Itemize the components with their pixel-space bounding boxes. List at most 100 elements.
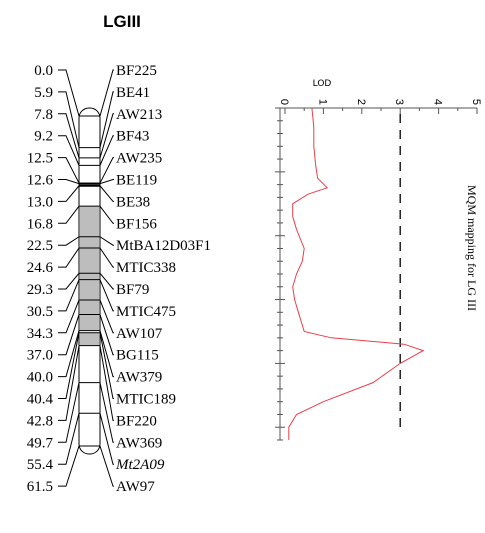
right-connector — [99, 179, 114, 185]
chromosome-segment — [80, 332, 99, 346]
marker-name: BE41 — [116, 85, 150, 101]
marker-name: MtBA12D03F1 — [116, 238, 211, 254]
marker-name: Mt2A09 — [115, 457, 165, 473]
right-connector — [99, 272, 114, 290]
marker-name: AW379 — [116, 370, 162, 386]
marker-name: BF79 — [116, 282, 149, 298]
right-connector — [99, 332, 114, 399]
lod-tick-label: 4 — [432, 99, 444, 105]
left-connector — [58, 179, 80, 185]
right-connector — [99, 413, 114, 465]
marker-name: AW369 — [116, 435, 162, 451]
marker-position: 16.8 — [27, 216, 53, 232]
marker-position: 13.0 — [27, 194, 53, 210]
left-connector — [58, 314, 80, 356]
right-connector — [99, 247, 114, 268]
marker-name: BF43 — [116, 129, 149, 145]
lod-tick-label: 3 — [393, 99, 405, 105]
marker-position: 29.3 — [27, 282, 53, 298]
linkage-group-title: LGIII — [103, 12, 141, 31]
left-connector — [58, 247, 80, 268]
right-connector — [99, 382, 114, 443]
lod-tick-label: 1 — [316, 99, 328, 105]
lod-axis-title: LOD — [313, 79, 332, 89]
marker-name: BE119 — [116, 173, 157, 189]
chromosome-segment — [80, 236, 99, 248]
marker-position: 40.4 — [27, 392, 54, 408]
marker-name: BG115 — [116, 348, 159, 364]
marker-position: 37.0 — [27, 348, 53, 364]
left-connector — [58, 69, 80, 117]
right-connector — [99, 157, 114, 184]
marker-position: 42.8 — [27, 413, 53, 429]
marker-position: 55.4 — [27, 457, 54, 473]
marker-name: MTIC475 — [116, 304, 176, 320]
left-connector — [58, 185, 80, 202]
marker-position: 22.5 — [27, 238, 53, 254]
right-connector — [99, 185, 114, 202]
left-connector — [58, 205, 80, 224]
left-connector — [58, 445, 80, 487]
chromosome-bar — [78, 107, 101, 455]
marker-labels: 0.0 BF225 5.9 BE41 7.8 AW213 9.2 BF43 12.5 AW235 1… — [27, 63, 211, 495]
marker-position: 9.2 — [34, 129, 53, 145]
left-connector — [58, 91, 80, 148]
left-connector — [58, 157, 80, 184]
marker-name: BE38 — [116, 194, 150, 210]
marker-name: AW213 — [116, 107, 162, 123]
right-connector — [99, 445, 114, 487]
marker-position: 0.0 — [34, 63, 53, 79]
left-connector — [58, 330, 80, 378]
right-connector — [99, 299, 114, 334]
marker-position: 12.6 — [27, 173, 54, 189]
marker-position: 40.0 — [27, 370, 53, 386]
marker-name: MTIC338 — [116, 260, 176, 276]
chromosome-segment — [80, 279, 99, 301]
marker-position: 24.6 — [27, 260, 54, 276]
chromosome-segment — [80, 273, 99, 280]
marker-position: 61.5 — [27, 479, 53, 495]
marker-position: 49.7 — [27, 435, 54, 451]
lod-tick-label: 0 — [278, 99, 290, 105]
marker-name: BF225 — [116, 63, 157, 79]
right-connector — [99, 330, 114, 378]
marker-position: 12.5 — [27, 151, 53, 167]
right-connector — [99, 205, 114, 224]
left-connector — [58, 413, 80, 465]
right-connector — [99, 135, 114, 166]
side-title: MQM mapping for LG III — [465, 185, 479, 311]
left-connector — [58, 272, 80, 290]
chromosome-segment — [80, 300, 99, 315]
marker-name: AW107 — [116, 326, 163, 342]
left-connector — [58, 332, 80, 399]
left-connector — [58, 299, 80, 334]
marker-name: MTIC189 — [116, 392, 176, 408]
marker-connectors — [58, 69, 114, 487]
right-connector — [99, 314, 114, 356]
right-connector — [99, 279, 114, 312]
right-connector — [99, 345, 114, 421]
chromosome-segment — [80, 248, 99, 274]
lod-tick-label: 2 — [355, 99, 367, 105]
left-connector — [58, 236, 80, 246]
lod-tick-label: 5 — [470, 99, 482, 105]
left-connector — [58, 113, 80, 158]
marker-name: AW235 — [116, 151, 162, 167]
lod-profile-curve — [288, 107, 425, 440]
marker-name: BF220 — [116, 413, 157, 429]
right-connector — [99, 236, 114, 246]
chromosome-segment — [80, 314, 99, 331]
left-connector — [58, 345, 80, 421]
marker-name: AW97 — [116, 479, 155, 495]
left-connector — [58, 135, 80, 166]
marker-position: 30.5 — [27, 304, 53, 320]
right-connector — [99, 91, 114, 148]
left-connector — [58, 382, 80, 443]
right-connector — [99, 113, 114, 158]
lod-axis — [275, 107, 478, 441]
lod-panel: LOD 0 1 2 3 4 5 MQM mapping for LG III — [275, 79, 482, 441]
chromosome-segment — [80, 206, 99, 237]
marker-position: 7.8 — [34, 107, 53, 123]
left-connector — [58, 279, 80, 312]
